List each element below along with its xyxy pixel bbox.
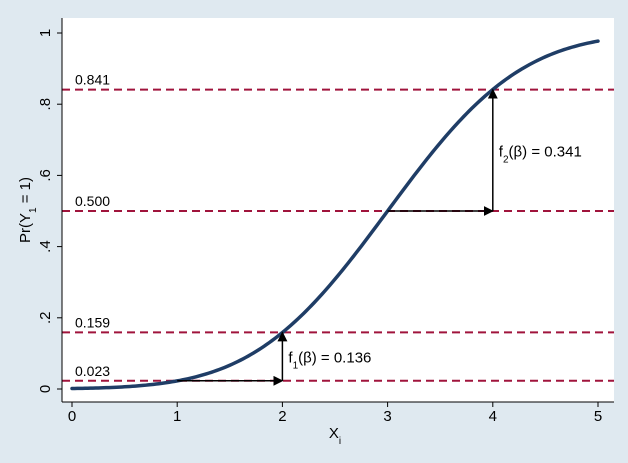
- reference-line-label: 0.500: [75, 193, 110, 209]
- x-tick-label: 5: [594, 408, 602, 425]
- y-tick-label: .4: [37, 240, 54, 253]
- annotation-label: f2(β) = 0.341: [499, 143, 582, 165]
- cdf-curve-line: [70, 39, 600, 391]
- axes: 0 1 2 3 4 5 0 .2 .4 .6 .8 1: [37, 18, 614, 425]
- x-tick-label: 2: [278, 408, 286, 425]
- x-tick-label: 4: [489, 408, 497, 425]
- annotation-label: f1(β) = 0.136: [288, 350, 371, 372]
- x-tick-label: 3: [383, 408, 391, 425]
- y-tick-label: 0: [37, 385, 54, 393]
- reference-line-label: 0.023: [75, 363, 110, 379]
- y-tick-label: .6: [37, 169, 54, 182]
- y-tick-label: .2: [37, 312, 54, 325]
- y-tick-label: 1: [37, 29, 54, 37]
- reference-line-label: 0.159: [75, 314, 110, 330]
- reference-lines: 0.023 0.159 0.500 0.841: [62, 72, 614, 382]
- curve-layer: [70, 39, 600, 391]
- x-axis-label: Xi: [329, 425, 341, 447]
- reference-line-label: 0.841: [75, 72, 110, 88]
- x-tick-label: 1: [173, 408, 181, 425]
- y-tick-label: .8: [37, 98, 54, 111]
- y-axis-label: Pr(Y1 = 1): [17, 177, 39, 243]
- annotations: f1(β) = 0.136 f2(β) = 0.341: [177, 88, 582, 386]
- x-tick-label: 0: [68, 408, 76, 425]
